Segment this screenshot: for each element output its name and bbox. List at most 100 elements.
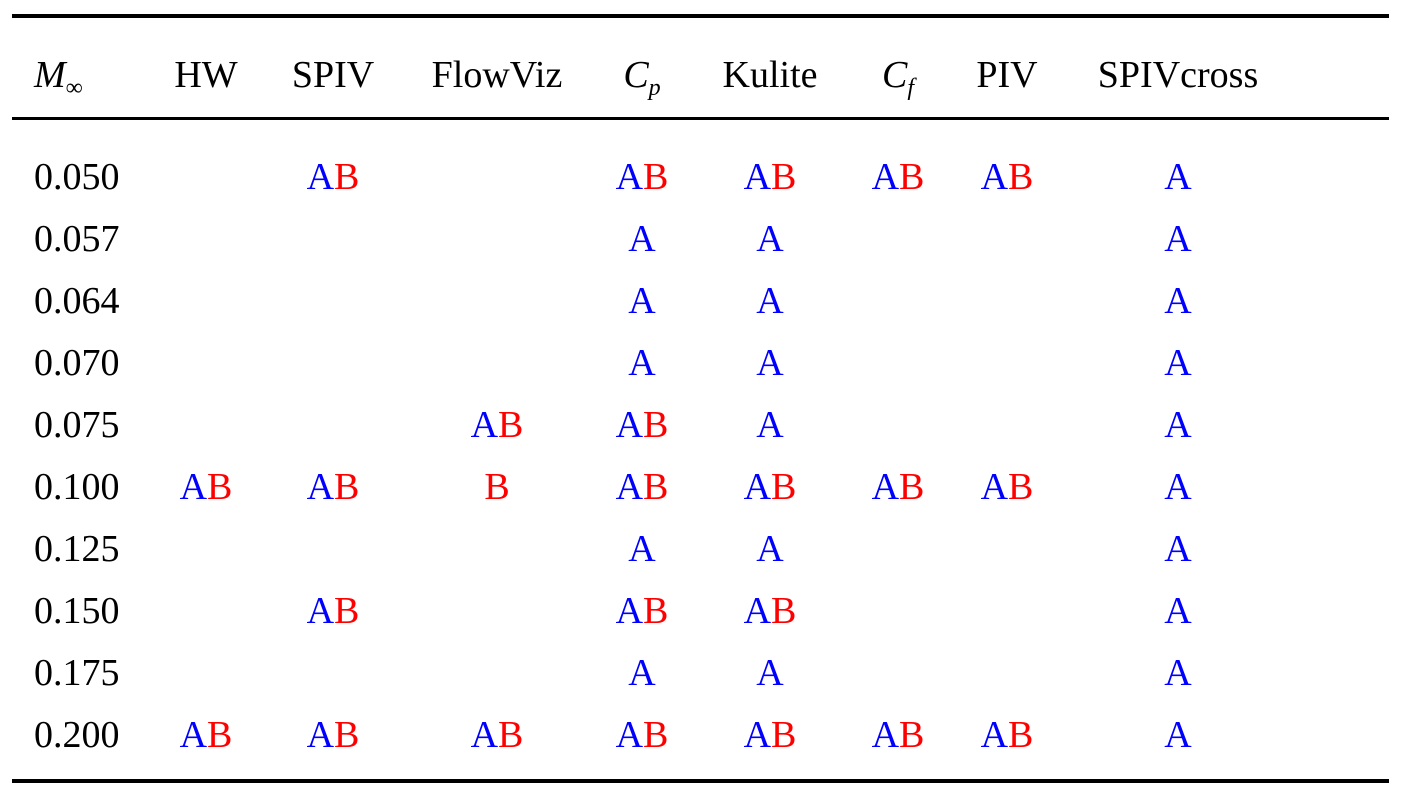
mach-value: 0.175 [34, 652, 120, 694]
top-rule [12, 14, 1389, 18]
header-main-text: HW [174, 54, 238, 96]
column-header-piv: PIV [976, 56, 1037, 94]
config-b-marker: B [484, 466, 510, 508]
table-cell-kulite: A [756, 220, 783, 258]
table-cell-cf: AB [872, 468, 925, 506]
header-main-text: Kulite [722, 54, 818, 96]
config-a-marker: A [756, 404, 784, 446]
config-a-marker: A [756, 652, 784, 694]
config-b-marker: B [643, 404, 669, 446]
header-subscript: p [648, 75, 661, 101]
table-cell-cp: A [628, 344, 655, 382]
table-cell-spiv: AB [307, 158, 360, 196]
table-cell-cp: AB [616, 468, 669, 506]
column-header-cp: Cp [623, 54, 660, 100]
mach-value: 0.064 [34, 280, 120, 322]
table-cell-kulite: A [756, 530, 783, 568]
config-b-marker: B [643, 714, 669, 756]
config-a-marker: A [756, 528, 784, 570]
table-cell-spivcross: A [1164, 654, 1191, 692]
config-a-marker: A [628, 528, 656, 570]
table-cell-spivcross: A [1164, 468, 1191, 506]
header-main-text: C [623, 54, 649, 96]
table-cell-cp: A [628, 220, 655, 258]
table-cell-spivcross: A [1164, 592, 1191, 630]
column-header-hw: HW [174, 56, 237, 94]
table-cell-kulite: A [756, 344, 783, 382]
table-cell-cp: AB [616, 406, 669, 444]
table-cell-spivcross: A [1164, 158, 1191, 196]
config-b-marker: B [1008, 156, 1034, 198]
config-a-marker: A [980, 714, 1009, 756]
table-cell-spivcross: A [1164, 406, 1191, 444]
table-cell-spiv: AB [307, 716, 360, 754]
table-cell-spiv: AB [307, 468, 360, 506]
table-cell-cf: AB [872, 158, 925, 196]
table-cell-cp: AB [616, 158, 669, 196]
config-b-marker: B [334, 714, 360, 756]
config-a-marker: A [306, 466, 335, 508]
config-a-marker: A [871, 156, 900, 198]
config-a-marker: A [756, 342, 784, 384]
config-a-marker: A [756, 280, 784, 322]
config-a-marker: A [743, 590, 772, 632]
header-main-text: FlowViz [431, 54, 563, 96]
config-a-marker: A [470, 404, 499, 446]
config-b-marker: B [643, 466, 669, 508]
config-a-marker: A [179, 714, 208, 756]
mach-value: 0.100 [34, 466, 120, 508]
table-cell-piv: AB [981, 158, 1034, 196]
config-a-marker: A [871, 714, 900, 756]
table-cell-kulite: A [756, 282, 783, 320]
config-b-marker: B [334, 156, 360, 198]
table-cell-kulite: A [756, 406, 783, 444]
config-a-marker: A [306, 714, 335, 756]
config-b-marker: B [207, 714, 233, 756]
config-b-marker: B [498, 714, 524, 756]
table-cell-flowviz: AB [471, 716, 524, 754]
config-a-marker: A [306, 156, 335, 198]
header-subscript: ∞ [65, 75, 83, 101]
config-a-marker: A [470, 714, 499, 756]
mach-value: 0.200 [34, 714, 120, 756]
header-main-text: M [34, 54, 66, 96]
config-b-marker: B [771, 466, 797, 508]
column-header-spivcross: SPIVcross [1098, 56, 1258, 94]
bottom-rule [12, 779, 1389, 783]
config-b-marker: B [899, 156, 925, 198]
mach-value: 0.125 [34, 528, 120, 570]
table-cell-cf: AB [872, 716, 925, 754]
config-b-marker: B [771, 714, 797, 756]
column-header-spiv: SPIV [292, 56, 374, 94]
table-cell-kulite: A [756, 654, 783, 692]
table-cell-flowviz: AB [471, 406, 524, 444]
config-b-marker: B [498, 404, 524, 446]
config-b-marker: B [1008, 466, 1034, 508]
table-cell-spivcross: A [1164, 344, 1191, 382]
table-cell-flowviz: B [484, 468, 509, 506]
table-cell-kulite: AB [744, 592, 797, 630]
config-a-marker: A [1164, 156, 1192, 198]
header-subscript: f [907, 75, 915, 101]
config-a-marker: A [179, 466, 208, 508]
config-b-marker: B [1008, 714, 1034, 756]
mach-value: 0.050 [34, 156, 120, 198]
config-a-marker: A [615, 404, 644, 446]
config-a-marker: A [871, 466, 900, 508]
config-a-marker: A [615, 590, 644, 632]
table-cell-cp: A [628, 654, 655, 692]
config-a-marker: A [743, 156, 772, 198]
table-cell-spivcross: A [1164, 530, 1191, 568]
config-b-marker: B [899, 714, 925, 756]
config-a-marker: A [1164, 714, 1192, 756]
table-cell-kulite: AB [744, 158, 797, 196]
mach-value: 0.150 [34, 590, 120, 632]
config-b-marker: B [334, 466, 360, 508]
header-main-text: C [881, 54, 908, 96]
table-cell-hw: AB [180, 468, 233, 506]
header-main-text: SPIVcross [1097, 54, 1259, 96]
config-a-marker: A [1164, 466, 1192, 508]
table-cell-hw: AB [180, 716, 233, 754]
mach-value: 0.075 [34, 404, 120, 446]
column-header-flowviz: FlowViz [432, 56, 563, 94]
